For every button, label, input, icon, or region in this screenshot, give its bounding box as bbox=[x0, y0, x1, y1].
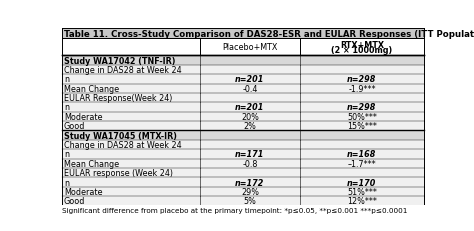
Text: 29%: 29% bbox=[241, 187, 259, 196]
Text: n: n bbox=[64, 178, 69, 187]
Text: 51%***: 51%*** bbox=[347, 187, 377, 196]
Text: Mean Change: Mean Change bbox=[64, 159, 119, 168]
Text: 20%: 20% bbox=[241, 112, 259, 121]
Text: 50%***: 50%*** bbox=[347, 112, 377, 121]
Bar bbox=[62, 131, 424, 140]
Bar bbox=[62, 75, 424, 84]
Text: EULAR response (Week 24): EULAR response (Week 24) bbox=[64, 169, 173, 177]
Bar bbox=[62, 29, 424, 39]
Text: Mean Change: Mean Change bbox=[64, 84, 119, 93]
Text: RTX+MTX: RTX+MTX bbox=[340, 40, 384, 49]
Text: n=298: n=298 bbox=[347, 103, 376, 112]
Bar bbox=[62, 56, 424, 65]
Text: -0.8: -0.8 bbox=[242, 159, 257, 168]
Text: Change in DAS28 at Week 24: Change in DAS28 at Week 24 bbox=[64, 66, 182, 75]
Bar bbox=[62, 168, 424, 178]
Text: EULAR Response(Week 24): EULAR Response(Week 24) bbox=[64, 94, 172, 103]
Bar bbox=[62, 112, 424, 122]
Text: Good: Good bbox=[64, 122, 85, 131]
Bar bbox=[62, 39, 424, 56]
Text: Study WA17045 (MTX-IR): Study WA17045 (MTX-IR) bbox=[64, 131, 177, 140]
Bar bbox=[62, 84, 424, 94]
Text: (2 × 1000mg): (2 × 1000mg) bbox=[331, 46, 392, 55]
Bar bbox=[62, 187, 424, 196]
Text: n=171: n=171 bbox=[235, 150, 264, 159]
Text: Placebo+MTX: Placebo+MTX bbox=[222, 43, 278, 52]
Text: –1.7***: –1.7*** bbox=[347, 159, 376, 168]
Text: Good: Good bbox=[64, 197, 85, 206]
Text: 12%***: 12%*** bbox=[347, 197, 377, 206]
Text: n: n bbox=[64, 103, 69, 112]
Text: Moderate: Moderate bbox=[64, 112, 102, 121]
Text: n: n bbox=[64, 75, 69, 84]
Text: -0.4: -0.4 bbox=[242, 84, 257, 93]
Bar bbox=[62, 140, 424, 150]
Text: 5%: 5% bbox=[244, 197, 256, 206]
Text: n=172: n=172 bbox=[235, 178, 264, 187]
Text: n=201: n=201 bbox=[235, 75, 264, 84]
Text: Significant difference from placebo at the primary timepoint: *p≤0.05, **p≤0.001: Significant difference from placebo at t… bbox=[63, 207, 408, 213]
Bar bbox=[62, 150, 424, 159]
Bar bbox=[62, 196, 424, 206]
Text: 15%***: 15%*** bbox=[347, 122, 377, 131]
Text: n=201: n=201 bbox=[235, 103, 264, 112]
Bar bbox=[62, 103, 424, 112]
Text: n=168: n=168 bbox=[347, 150, 376, 159]
Text: n=298: n=298 bbox=[347, 75, 376, 84]
Bar bbox=[62, 94, 424, 103]
Text: Study WA17042 (TNF-IR): Study WA17042 (TNF-IR) bbox=[64, 56, 175, 65]
Text: Change in DAS28 at Week 24: Change in DAS28 at Week 24 bbox=[64, 140, 182, 149]
Bar bbox=[62, 178, 424, 187]
Bar bbox=[62, 65, 424, 75]
Text: Table 11. Cross-Study Comparison of DAS28-ESR and EULAR Responses (ITT Populatio: Table 11. Cross-Study Comparison of DAS2… bbox=[64, 30, 474, 39]
Text: n: n bbox=[64, 150, 69, 159]
Text: Moderate: Moderate bbox=[64, 187, 102, 196]
Text: -1.9***: -1.9*** bbox=[348, 84, 375, 93]
Text: n=170: n=170 bbox=[347, 178, 376, 187]
Bar bbox=[62, 122, 424, 131]
Text: 2%: 2% bbox=[244, 122, 256, 131]
Bar bbox=[62, 159, 424, 168]
